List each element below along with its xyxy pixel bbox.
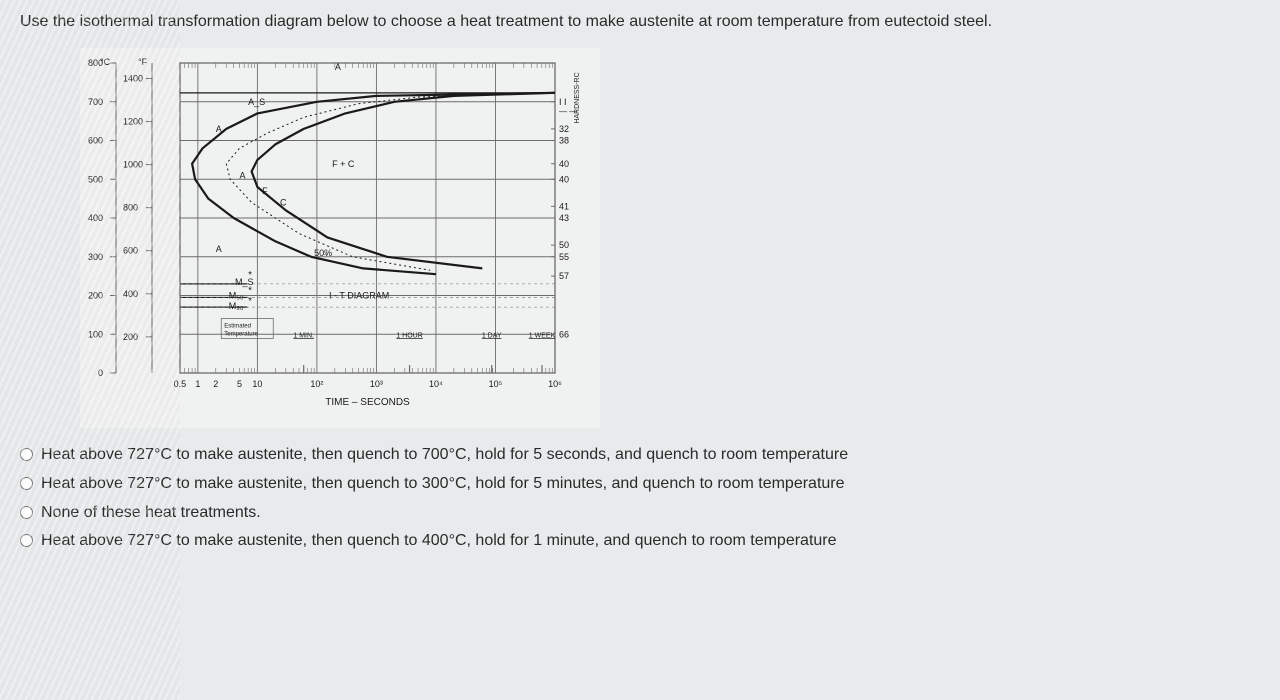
svg-text:50: 50: [559, 240, 569, 250]
svg-text:*: *: [248, 286, 252, 297]
svg-text:66: 66: [559, 329, 569, 339]
svg-text:Estimated: Estimated: [224, 323, 251, 329]
option-row[interactable]: Heat above 727°C to make austenite, then…: [20, 443, 1260, 468]
svg-text:600: 600: [123, 246, 138, 256]
svg-text:55: 55: [559, 252, 569, 262]
svg-text:1400: 1400: [123, 74, 143, 84]
svg-text:A: A: [239, 170, 245, 180]
svg-text:800: 800: [88, 58, 103, 68]
svg-text:1 DAY: 1 DAY: [482, 332, 502, 339]
svg-text:10²: 10²: [310, 379, 323, 389]
svg-text:1 HOUR: 1 HOUR: [396, 332, 422, 339]
svg-text:40: 40: [559, 174, 569, 184]
svg-text:F: F: [262, 186, 268, 196]
svg-text:500: 500: [88, 174, 103, 184]
svg-text:1 WEEK: 1 WEEK: [529, 332, 556, 339]
svg-text:10⁴: 10⁴: [429, 379, 443, 389]
svg-text:10³: 10³: [370, 379, 383, 389]
svg-text:Temperature: Temperature: [224, 331, 258, 337]
svg-text:100: 100: [88, 329, 103, 339]
svg-text:700: 700: [88, 97, 103, 107]
svg-text:43: 43: [559, 213, 569, 223]
svg-text:TIME – SECONDS: TIME – SECONDS: [325, 397, 410, 408]
svg-text:5: 5: [237, 379, 242, 389]
radio-icon[interactable]: [20, 477, 33, 490]
svg-text:300: 300: [88, 252, 103, 262]
svg-text:1200: 1200: [123, 117, 143, 127]
svg-text:0: 0: [98, 368, 103, 378]
svg-text:32: 32: [559, 124, 569, 134]
svg-text:10⁵: 10⁵: [489, 379, 503, 389]
option-row[interactable]: None of these heat treatments.: [20, 501, 1260, 526]
option-label: Heat above 727°C to make austenite, then…: [41, 529, 1260, 554]
svg-text:M₉₀: M₉₀: [229, 301, 244, 311]
svg-text:C: C: [280, 198, 287, 208]
option-label: Heat above 727°C to make austenite, then…: [41, 472, 1260, 497]
svg-text:1 MIN.: 1 MIN.: [293, 332, 314, 339]
svg-text:200: 200: [88, 291, 103, 301]
svg-text:1: 1: [195, 379, 200, 389]
svg-text:— —: — —: [559, 107, 577, 116]
svg-text:*: *: [248, 296, 252, 307]
svg-text:600: 600: [88, 136, 103, 146]
svg-text:F + C: F + C: [332, 159, 355, 169]
option-row[interactable]: Heat above 727°C to make austenite, then…: [20, 529, 1260, 554]
it-diagram: °C0100200300400500600700800°F20040060080…: [80, 48, 600, 428]
svg-text:800: 800: [123, 203, 138, 213]
svg-text:→: →: [322, 249, 330, 258]
svg-text:HARDNESS-RC: HARDNESS-RC: [574, 72, 581, 123]
option-row[interactable]: Heat above 727°C to make austenite, then…: [20, 472, 1260, 497]
svg-text:10⁶: 10⁶: [548, 379, 562, 389]
svg-text:I I: I I: [559, 97, 567, 107]
radio-icon[interactable]: [20, 534, 33, 547]
svg-text:38: 38: [559, 136, 569, 146]
options-list: Heat above 727°C to make austenite, then…: [20, 443, 1260, 554]
svg-text:A: A: [216, 124, 222, 134]
svg-text:A: A: [216, 244, 222, 254]
question-text: Use the isothermal transformation diagra…: [20, 10, 1260, 34]
svg-text:41: 41: [559, 201, 569, 211]
svg-text:200: 200: [123, 332, 138, 342]
svg-text:I - T DIAGRAM: I - T DIAGRAM: [329, 291, 389, 301]
svg-text:1000: 1000: [123, 160, 143, 170]
svg-text:°F: °F: [138, 57, 148, 67]
option-label: None of these heat treatments.: [41, 501, 1260, 526]
radio-icon[interactable]: [20, 506, 33, 519]
diagram-container: °C0100200300400500600700800°F20040060080…: [80, 48, 1260, 433]
svg-text:2: 2: [213, 379, 218, 389]
svg-text:400: 400: [123, 289, 138, 299]
svg-text:40: 40: [559, 159, 569, 169]
svg-text:10: 10: [252, 379, 262, 389]
svg-text:400: 400: [88, 213, 103, 223]
svg-text:A_S: A_S: [248, 97, 265, 107]
svg-text:0.5: 0.5: [174, 379, 187, 389]
option-label: Heat above 727°C to make austenite, then…: [41, 443, 1260, 468]
radio-icon[interactable]: [20, 448, 33, 461]
svg-text:57: 57: [559, 271, 569, 281]
svg-text:M₅₀: M₅₀: [229, 291, 244, 301]
svg-text:*: *: [248, 270, 252, 281]
svg-text:A: A: [335, 62, 341, 72]
